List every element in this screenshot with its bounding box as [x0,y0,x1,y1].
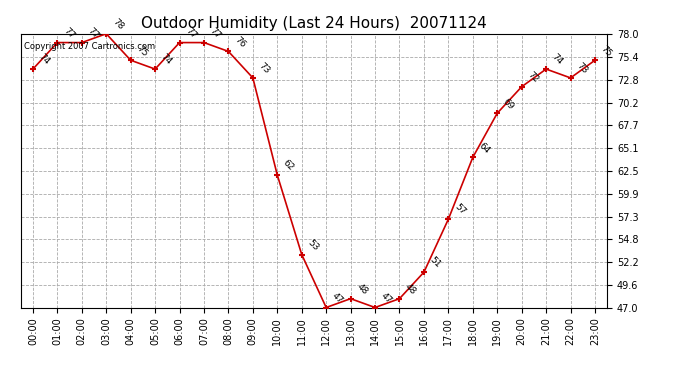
Text: Copyright 2007 Cartronics.com: Copyright 2007 Cartronics.com [23,42,155,51]
Text: 62: 62 [282,159,296,173]
Text: 72: 72 [526,70,540,85]
Text: 53: 53 [306,238,320,252]
Text: 77: 77 [61,26,76,40]
Text: 69: 69 [502,97,516,111]
Text: 64: 64 [477,141,491,155]
Text: 74: 74 [550,53,564,67]
Text: 77: 77 [184,26,198,40]
Title: Outdoor Humidity (Last 24 Hours)  20071124: Outdoor Humidity (Last 24 Hours) 2007112… [141,16,487,31]
Text: 77: 77 [208,26,223,40]
Text: 76: 76 [233,35,247,49]
Text: 48: 48 [404,282,418,297]
Text: 75: 75 [599,44,613,58]
Text: 57: 57 [453,202,467,217]
Text: 77: 77 [86,26,101,40]
Text: 73: 73 [575,61,589,76]
Text: 78: 78 [110,17,125,32]
Text: 51: 51 [428,255,442,270]
Text: 75: 75 [135,44,149,58]
Text: 47: 47 [380,291,393,305]
Text: 74: 74 [37,53,52,67]
Text: 48: 48 [355,282,369,297]
Text: 74: 74 [159,53,174,67]
Text: 47: 47 [331,291,345,305]
Text: 73: 73 [257,61,272,76]
